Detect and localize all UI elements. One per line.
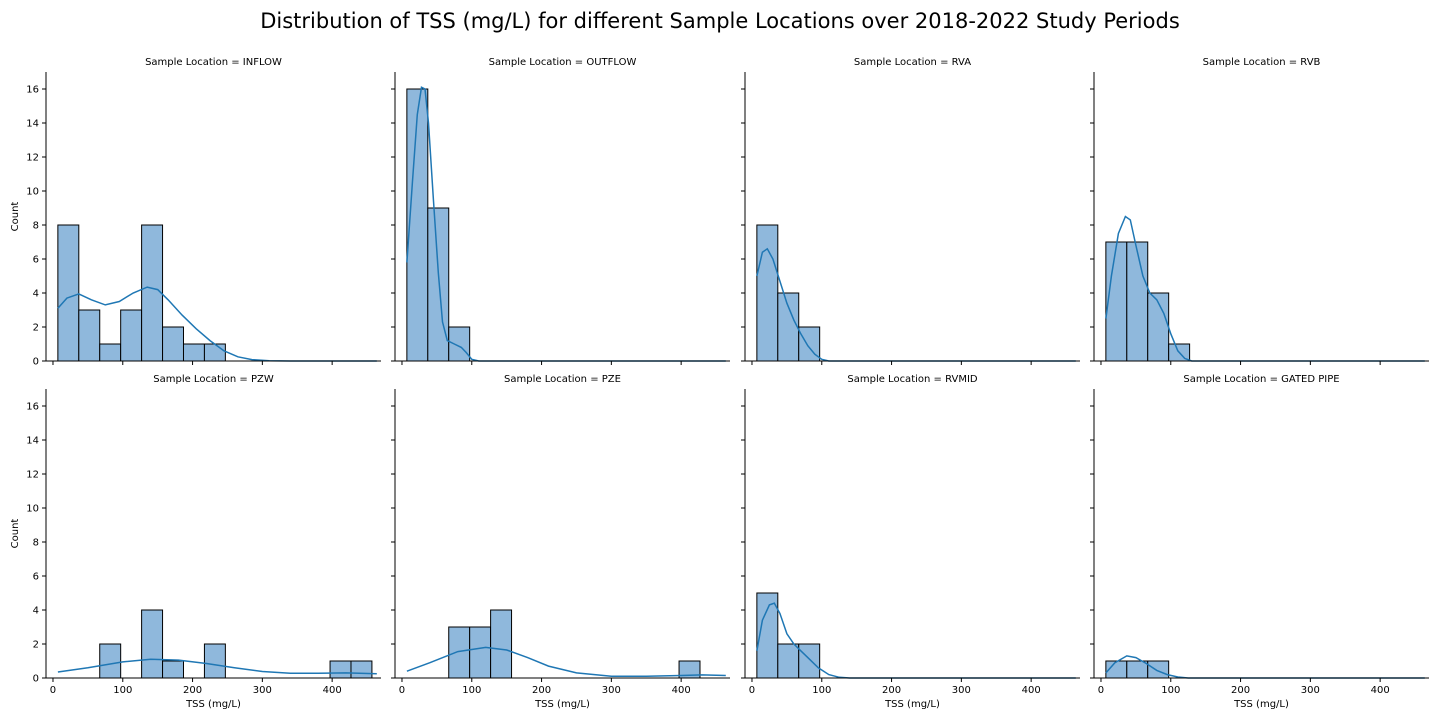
x-tick-label: 400 <box>323 685 342 696</box>
histogram-bar <box>469 626 492 679</box>
y-tick-label: 10 <box>26 187 39 198</box>
panel-title: Sample Location = RVB <box>1203 57 1321 68</box>
kde-curve <box>756 247 1076 362</box>
y-tick-label: 12 <box>26 153 39 164</box>
x-tick-label: 100 <box>812 685 831 696</box>
panel-title: Sample Location = OUTFLOW <box>489 57 637 68</box>
y-tick-label: 16 <box>26 85 39 96</box>
x-tick-label: 100 <box>462 685 481 696</box>
histogram-bar <box>448 626 471 679</box>
y-tick-label: 8 <box>33 538 39 549</box>
histogram-bar <box>756 224 779 362</box>
x-tick-label: 200 <box>183 685 202 696</box>
x-tick-label: 300 <box>253 685 272 696</box>
y-tick-label: 10 <box>26 504 39 515</box>
x-tick-label: 300 <box>1301 685 1320 696</box>
histogram-bar <box>120 309 143 362</box>
x-tick-label: 400 <box>1022 685 1041 696</box>
y-tick-label: 0 <box>33 357 39 368</box>
panel-3: Sample Location = RVA <box>741 57 1080 365</box>
y-tick-label: 0 <box>33 674 39 685</box>
x-tick-label: 300 <box>952 685 971 696</box>
kde-curve <box>1105 215 1425 362</box>
histogram-bar <box>182 343 205 362</box>
x-tick-label: 100 <box>1161 685 1180 696</box>
histogram-bar <box>490 609 513 679</box>
y-tick-label: 6 <box>33 572 39 583</box>
y-tick-label: 14 <box>26 119 39 130</box>
histogram-bar <box>427 207 450 362</box>
y-tick-label: 6 <box>33 255 39 266</box>
panel-title: Sample Location = PZE <box>504 374 621 385</box>
histogram-bar <box>1126 660 1149 679</box>
x-axis-label: TSS (mg/L) <box>884 699 940 710</box>
x-tick-label: 200 <box>882 685 901 696</box>
x-tick-label: 400 <box>1371 685 1390 696</box>
histogram-bar <box>777 292 800 362</box>
histogram-bar <box>99 343 122 362</box>
figure-title: Distribution of TSS (mg/L) for different… <box>260 9 1180 33</box>
panel-7: Sample Location = RVMID 0 100 200 300 400 TSS … <box>741 374 1080 710</box>
histogram-bar <box>141 609 164 679</box>
histogram-bar <box>448 326 471 362</box>
panel-title: Sample Location = INFLOW <box>145 57 282 68</box>
panel-1: Sample Location = INFLOW 0 2 4 6 8 10 12 14 16 Cou… <box>10 57 381 368</box>
histogram-bar <box>329 660 352 679</box>
y-axis-label: Count <box>10 519 21 549</box>
panel-title: Sample Location = RVMID <box>847 374 978 385</box>
histogram-bar <box>350 660 373 679</box>
panel-title: Sample Location = RVA <box>854 57 971 68</box>
panel-5: Sample Location = PZW 0 2 4 6 8 10 12 14 16 0 100 20… <box>10 374 381 710</box>
y-tick-label: 8 <box>33 221 39 232</box>
histogram-bar <box>1147 660 1170 679</box>
panel-title: Sample Location = GATED PIPE <box>1183 374 1339 385</box>
panel-2: Sample Location = OUTFLOW <box>391 57 730 365</box>
y-tick-label: 4 <box>33 606 39 617</box>
histogram-bar <box>798 643 821 679</box>
histogram-bar <box>162 326 184 362</box>
x-tick-label: 100 <box>113 685 132 696</box>
histogram-bar <box>78 309 101 362</box>
histogram-bar <box>1105 241 1128 362</box>
x-tick-label: 200 <box>532 685 551 696</box>
histogram-bar <box>203 643 226 679</box>
x-axis-label: TSS (mg/L) <box>534 699 590 710</box>
histogram-bar <box>203 343 226 362</box>
x-tick-label: 0 <box>50 685 56 696</box>
x-tick-label: 0 <box>1098 685 1104 696</box>
x-tick-label: 0 <box>749 685 755 696</box>
x-tick-label: 300 <box>602 685 621 696</box>
histogram-bar <box>162 660 184 679</box>
histogram-bar <box>777 643 800 679</box>
y-tick-label: 16 <box>26 402 39 413</box>
y-tick-label: 2 <box>33 323 39 334</box>
y-tick-label: 2 <box>33 640 39 651</box>
histogram-bar <box>1126 241 1149 362</box>
y-axis-label: Count <box>10 202 21 232</box>
panel-6: Sample Location = PZE 0 100 200 300 400 TSS (m… <box>391 374 730 710</box>
x-tick-label: 400 <box>672 685 691 696</box>
y-tick-label: 14 <box>26 436 39 447</box>
x-axis-label: TSS (mg/L) <box>185 699 241 710</box>
x-tick-label: 200 <box>1231 685 1250 696</box>
y-tick-label: 12 <box>26 470 39 481</box>
y-tick-label: 4 <box>33 289 39 300</box>
kde-curve <box>406 646 726 678</box>
histogram-bar <box>57 224 80 362</box>
histogram-bar <box>141 224 164 362</box>
kde-curve <box>406 86 726 362</box>
kde-curve <box>756 602 1076 679</box>
kde-curve <box>57 658 377 675</box>
panel-title: Sample Location = PZW <box>153 374 274 385</box>
x-tick-label: 0 <box>399 685 405 696</box>
x-axis-label: TSS (mg/L) <box>1233 699 1289 710</box>
histogram-bar <box>99 643 122 679</box>
panel-4: Sample Location = RVB <box>1090 57 1429 365</box>
kde-curve <box>57 286 377 362</box>
panel-8: Sample Location = GATED PIPE 0 100 200 300 40… <box>1090 374 1429 710</box>
